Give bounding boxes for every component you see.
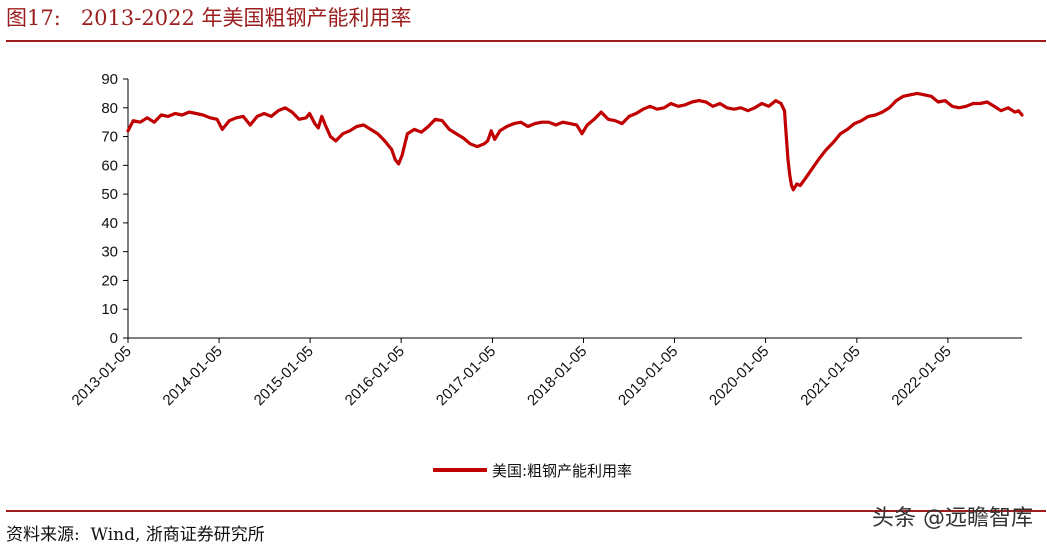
watermark: 头条 @远瞻智库	[872, 506, 1033, 531]
y-tick-label: 30	[101, 244, 118, 261]
x-tick-label: 2019-01-05	[615, 343, 681, 409]
x-tick-label: 2022-01-05	[888, 343, 954, 409]
chart-legend: 美国:粗钢产能利用率	[433, 462, 632, 480]
x-tick-label: 2013-01-05	[69, 343, 135, 409]
legend-label: 美国:粗钢产能利用率	[492, 462, 632, 480]
y-tick-label: 20	[101, 272, 118, 289]
x-tick-label: 2016-01-05	[342, 343, 408, 409]
x-tick-label: 2020-01-05	[706, 343, 772, 409]
y-tick-label: 10	[101, 301, 118, 318]
chart-series	[126, 91, 1024, 192]
source-note: 资料来源: Wind, 浙商证券研究所	[6, 525, 265, 545]
title-divider	[6, 40, 1046, 42]
x-tick-label: 2014-01-05	[160, 343, 226, 409]
series-line-0	[126, 91, 1024, 192]
x-tick-label: 2021-01-05	[797, 343, 863, 409]
footer-divider	[6, 510, 1046, 512]
y-tick-label: 50	[101, 186, 118, 203]
y-tick-label: 40	[101, 215, 118, 232]
page-title: 图17: 2013-2022 年美国粗钢产能利用率	[6, 6, 412, 30]
x-tick-label: 2018-01-05	[524, 343, 590, 409]
y-tick-label: 70	[101, 129, 118, 146]
y-tick-label: 90	[101, 71, 118, 88]
y-tick-label: 0	[110, 330, 118, 347]
x-tick-label: 2017-01-05	[433, 343, 499, 409]
y-tick-label: 60	[101, 157, 118, 174]
x-tick-label: 2015-01-05	[251, 343, 317, 409]
y-tick-label: 80	[101, 100, 118, 117]
